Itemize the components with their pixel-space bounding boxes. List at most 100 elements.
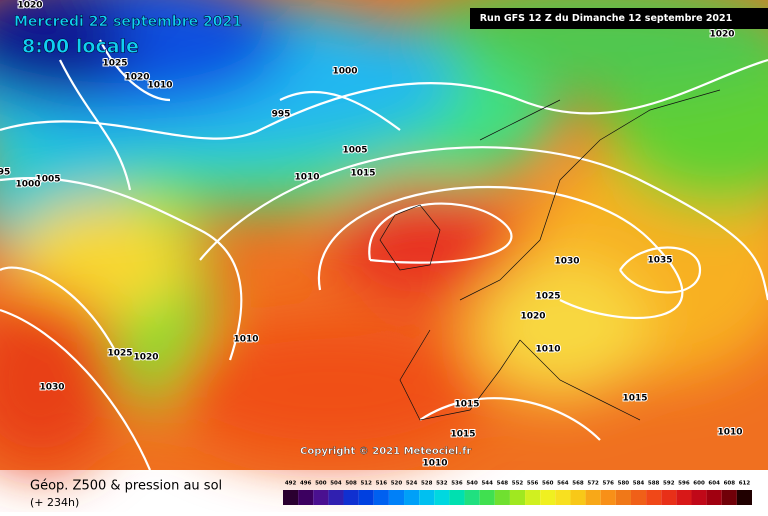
isobar-label: 1010 (294, 173, 319, 183)
colorbar-swatch (555, 490, 571, 505)
field (0, 0, 768, 471)
colorbar-label: 508 (345, 481, 357, 487)
colorbar-label: 552 (512, 481, 524, 487)
colorbar-swatch (676, 490, 692, 505)
colorbar-label: 600 (693, 481, 705, 487)
isobar-label: 1000 (332, 67, 357, 77)
colorbar-swatch (509, 490, 526, 505)
colorbar-swatch (419, 490, 435, 505)
colorbar-swatch (661, 490, 677, 505)
colorbar-swatch (540, 490, 556, 505)
colorbar-label: 500 (315, 481, 327, 487)
colorbar-swatch (525, 490, 541, 505)
colorbar-label: 536 (451, 481, 463, 487)
colorbar-label: 580 (618, 481, 630, 487)
colorbar-label: 584 (633, 481, 645, 487)
isobar-label: 1020 (709, 30, 734, 40)
colorbar-label: 588 (648, 481, 660, 487)
colorbar-swatch (283, 490, 299, 505)
colorbar-swatch (570, 490, 586, 505)
colorbar-label: 496 (300, 481, 312, 487)
colorbar-swatch (449, 490, 465, 505)
isobar-label: 1015 (454, 400, 479, 410)
colorbar-label: 544 (481, 481, 493, 487)
isobar-label: 1015 (450, 430, 475, 440)
colorbar-swatch (479, 490, 495, 505)
isobar-label: 1015 (350, 169, 375, 179)
colorbar-label: 576 (603, 481, 615, 487)
colorbar-label: 560 (542, 481, 554, 487)
isobar-label: 1010 (147, 81, 172, 91)
colorbar-swatch (736, 490, 752, 505)
colorbar-label: 524 (406, 481, 418, 487)
colorbar-label: 604 (708, 481, 720, 487)
time-label: 8:00 locale (22, 36, 139, 58)
colorbar-label: 540 (466, 481, 478, 487)
date-label: Mercredi 22 septembre 2021 (14, 14, 242, 30)
run-box (470, 8, 768, 29)
isobar-label: 1010 (717, 428, 742, 438)
colorbar-label: 612 (739, 481, 751, 487)
isobar-label: 995 (272, 110, 291, 120)
isobar-label: 95 (0, 168, 10, 178)
isobar-label: 1025 (107, 349, 132, 359)
colorbar-label: 520 (391, 481, 403, 487)
colorbar-swatch (313, 490, 329, 505)
colorbar-label: 596 (678, 481, 690, 487)
colorbar-label: 516 (376, 481, 388, 487)
isobar-label: 1030 (39, 383, 64, 393)
colorbar-label: 568 (572, 481, 584, 487)
colorbar-swatch (373, 490, 389, 505)
isobar-label: 1000 (15, 180, 40, 190)
colorbar-label: 592 (663, 481, 675, 487)
colorbar-swatch (691, 490, 707, 505)
colorbar-swatch (721, 490, 737, 505)
colorbar-swatch (615, 490, 631, 505)
colorbar-label: 572 (587, 481, 599, 487)
isobar-label: 1030 (554, 257, 579, 267)
footer-lead: (+ 234h) (30, 496, 79, 509)
isobar-label: 1035 (647, 256, 672, 266)
colorbar-label: 528 (421, 481, 433, 487)
isobar-label: 1020 (17, 1, 42, 11)
colorbar-label: 564 (557, 481, 569, 487)
colorbar-swatch (388, 490, 405, 505)
copyright: Copyright © 2021 Meteociel.fr (300, 446, 471, 457)
run-label: Run GFS 12 Z du Dimanche 12 septembre 20… (480, 13, 733, 24)
colorbar-swatch (646, 490, 662, 505)
colorbar-swatch (343, 490, 359, 505)
colorbar-swatch (600, 490, 616, 505)
colorbar-swatch (464, 490, 480, 505)
colorbar-swatch (494, 490, 510, 505)
isobar-label: 1010 (422, 459, 447, 469)
colorbar-swatch (630, 490, 647, 505)
colorbar: 492 496 500 504 508 512 516 520 524 528 532 536 540 5… (283, 481, 752, 505)
isobar-label: 1010 (233, 335, 258, 345)
colorbar-swatch (298, 490, 314, 505)
colorbar-label: 548 (497, 481, 509, 487)
colorbar-swatch (706, 490, 722, 505)
isobar-label: 1025 (102, 59, 127, 69)
footer-title: Géop. Z500 & pression au sol (30, 479, 222, 494)
colorbar-swatch (328, 490, 344, 505)
colorbar-label: 532 (436, 481, 448, 487)
colorbar-label: 504 (330, 481, 342, 487)
isobar-label: 1025 (535, 292, 560, 302)
colorbar-swatch (585, 490, 601, 505)
isobar-label: 1020 (124, 73, 149, 83)
colorbar-label: 512 (360, 481, 372, 487)
isobar-label: 1005 (35, 175, 60, 185)
isobar-label: 1015 (622, 394, 647, 404)
colorbar-swatch (434, 490, 450, 505)
colorbar-label: 556 (527, 481, 539, 487)
colorbar-swatch (404, 490, 420, 505)
isobar-label: 1005 (342, 146, 367, 156)
isobar-label: 1010 (535, 345, 560, 355)
colorbar-label: 608 (724, 481, 736, 487)
isobar-label: 1020 (520, 312, 545, 322)
isobar-label: 1020 (133, 353, 158, 363)
colorbar-swatch (358, 490, 374, 505)
colorbar-label: 492 (285, 481, 297, 487)
